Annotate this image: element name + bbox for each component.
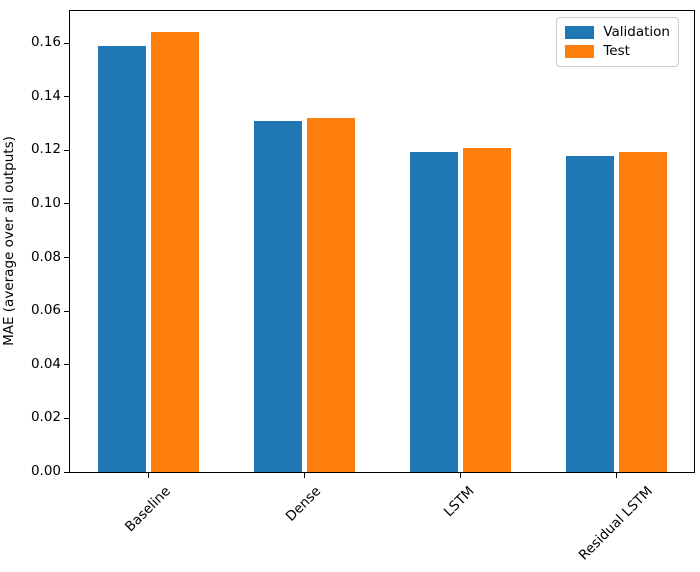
y-tick-mark-0.08	[64, 257, 69, 259]
y-tick-mark-0.02	[64, 417, 69, 419]
legend-label-test: Test	[603, 43, 630, 59]
bar-validation-dense	[253, 120, 302, 472]
y-tick-mark-0.00	[64, 471, 69, 473]
y-tick-label-0.14: 0.14	[30, 88, 61, 105]
x-tick-mark-lstm	[459, 473, 461, 478]
y-tick-label-0.12: 0.12	[30, 141, 61, 158]
bar-test-residual-lstm	[618, 151, 667, 472]
y-tick-label-0.00: 0.00	[30, 463, 61, 480]
y-tick-label-0.16: 0.16	[30, 34, 61, 51]
y-tick-label-0.02: 0.02	[30, 409, 61, 426]
y-tick-label-0.04: 0.04	[30, 356, 61, 373]
legend-item-test: Test	[565, 42, 670, 61]
y-tick-mark-0.04	[64, 364, 69, 366]
x-tick-mark-baseline	[147, 473, 149, 478]
x-tick-label-dense: Dense	[282, 483, 324, 525]
x-tick-mark-residual-lstm	[615, 473, 617, 478]
bar-validation-residual-lstm	[565, 155, 614, 472]
bar-test-lstm	[462, 147, 511, 472]
y-tick-label-0.10: 0.10	[30, 195, 61, 212]
legend-item-validation: Validation	[565, 23, 670, 42]
x-tick-label-baseline: Baseline	[121, 483, 174, 536]
y-tick-label-0.06: 0.06	[30, 302, 61, 319]
y-tick-mark-0.10	[64, 203, 69, 205]
y-tick-label-0.08: 0.08	[30, 248, 61, 265]
plot-area: Validation Test 0.00 0.02 0.04 0.06 0.08 0.10…	[31, 10, 695, 563]
x-tick-mark-dense	[303, 473, 305, 478]
y-tick-mark-0.16	[64, 42, 69, 44]
legend-swatch-test	[565, 45, 595, 58]
y-tick-mark-0.14	[64, 96, 69, 98]
legend-swatch-validation	[565, 26, 595, 39]
x-tick-label-lstm: LSTM	[440, 483, 478, 521]
legend: Validation Test	[556, 17, 679, 67]
y-axis-label: MAE (average over all outputs)	[1, 136, 17, 346]
x-tick-label-residual-lstm: Residual LSTM	[575, 483, 656, 564]
legend-label-validation: Validation	[603, 24, 670, 40]
y-tick-mark-0.12	[64, 149, 69, 151]
bar-validation-lstm	[409, 151, 458, 472]
bar-test-baseline	[150, 32, 199, 472]
bar-test-dense	[306, 118, 355, 472]
y-tick-mark-0.06	[64, 310, 69, 312]
bar-validation-baseline	[97, 45, 146, 472]
